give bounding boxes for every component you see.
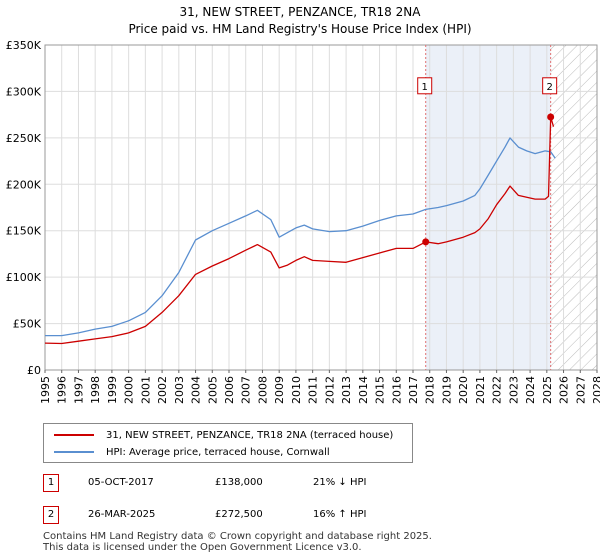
sale-number-badge: 1 [43,474,59,492]
footer: Contains HM Land Registry data © Crown c… [43,531,432,553]
x-tick-label: 2014 [357,376,370,404]
x-tick-label: 2017 [407,376,420,404]
x-tick-label: 1997 [72,376,85,404]
footer-copyright: Contains HM Land Registry data © Crown c… [43,531,432,542]
y-tick-label: £0 [27,364,41,377]
sale-label-number: 1 [422,82,428,93]
price-chart: £0 £50K £100K £150K £200K £250K £300K £350K 1995… [6,39,600,404]
x-tick-label: 2002 [156,376,169,404]
sale-hpi-change: 16% ↑ HPI [313,509,367,520]
x-tick-label: 2022 [491,376,504,404]
footer-licence: This data is licensed under the Open Gov… [43,542,362,553]
sale-row: 2 26-MAR-2025 £272,500 16% ↑ HPI [43,506,600,526]
series-line [44,116,555,345]
x-tick-label: 2007 [240,376,253,404]
sale-price: £138,000 [215,477,263,488]
x-tick-label: 2021 [474,376,487,404]
legend-label-property: 31, NEW STREET, PENZANCE, TR18 2NA (terr… [106,429,394,441]
y-tick-label: £350K [6,39,42,52]
legend-swatch-hpi [54,451,94,453]
x-tick-label: 2026 [558,376,571,404]
x-tick-label: 2004 [190,376,203,404]
x-tick-label: 1996 [56,376,69,404]
x-tick-label: 2018 [424,376,437,404]
sale-date: 26-MAR-2025 [88,509,156,520]
x-tick-label: 2013 [340,376,353,404]
x-tick-label: 2020 [457,376,470,404]
x-tick-label: 2009 [273,376,286,404]
legend-item-hpi: HPI: Average price, terraced house, Corn… [54,445,330,459]
x-tick-label: 1995 [39,376,52,404]
sale-row: 1 05-OCT-2017 £138,000 21% ↓ HPI [43,474,600,494]
y-tick-label: £250K [6,132,42,145]
x-tick-label: 2028 [591,376,600,404]
legend-swatch-property [54,434,94,436]
legend-item-property: 31, NEW STREET, PENZANCE, TR18 2NA (terr… [54,428,393,442]
y-tick-label: £200K [6,178,42,191]
legend: 31, NEW STREET, PENZANCE, TR18 2NA (terr… [43,423,413,463]
plot-frame [44,44,598,371]
x-tick-label: 1999 [106,376,119,404]
series-line [45,137,556,337]
sale-period-highlight [425,45,551,370]
sale-hpi-change: 21% ↓ HPI [313,477,367,488]
sale-label-number: 2 [546,82,552,93]
x-tick-label: 2025 [541,376,554,404]
sale-price: £272,500 [215,509,263,520]
y-tick-label: £50K [13,318,42,331]
x-tick-label: 2010 [290,376,303,404]
y-tick-label: £100K [6,271,42,284]
y-tick-label: £300K [6,85,42,98]
x-tick-label: 2003 [173,376,186,404]
x-tick-label: 2024 [524,376,537,404]
x-tick-label: 2000 [123,376,136,404]
sale-point [422,238,430,246]
x-tick-label: 2011 [307,376,320,404]
y-tick-label: £150K [6,225,42,238]
sale-number-badge: 2 [43,506,59,524]
x-tick-label: 2005 [206,376,219,404]
x-tick-label: 2027 [574,376,587,404]
x-tick-label: 2012 [323,376,336,404]
x-tick-label: 2015 [374,376,387,404]
x-tick-label: 2006 [223,376,236,404]
sale-date: 05-OCT-2017 [88,477,154,488]
legend-label-hpi: HPI: Average price, terraced house, Corn… [106,446,330,458]
x-tick-label: 1998 [89,376,102,404]
x-tick-label: 2001 [139,376,152,404]
chart-subtitle: Price paid vs. HM Land Registry's House … [128,22,472,36]
x-tick-label: 2016 [390,376,403,404]
x-tick-label: 2008 [256,376,269,404]
chart-title-address: 31, NEW STREET, PENZANCE, TR18 2NA [179,5,421,19]
x-tick-label: 2023 [507,376,520,404]
sale-label-box [417,77,433,95]
x-tick-label: 2019 [440,376,453,404]
sale-label-box [542,77,558,95]
forecast-hatch-region [550,45,597,370]
sale-point [547,113,555,121]
